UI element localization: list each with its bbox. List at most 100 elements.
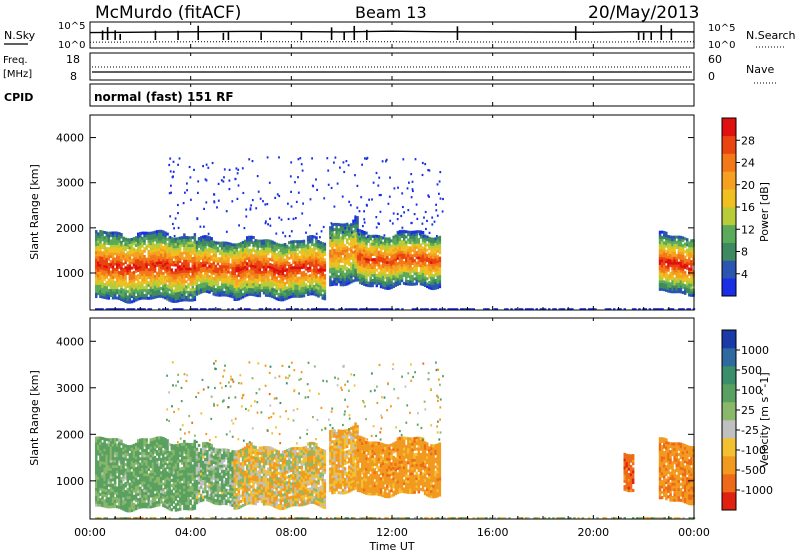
echo-cell xyxy=(191,251,194,255)
nsky-trace xyxy=(89,30,695,34)
echo-cell xyxy=(273,257,276,261)
echo-cell xyxy=(415,261,418,265)
echo-cell xyxy=(354,265,357,269)
echo-cell xyxy=(204,245,207,249)
echo-cell xyxy=(252,246,255,250)
echo-cell xyxy=(426,253,429,257)
echo-cell xyxy=(402,237,406,241)
echo-cell xyxy=(206,243,209,247)
echo-cell xyxy=(229,276,232,280)
echo-cell xyxy=(143,296,146,300)
echo-cell xyxy=(99,455,102,459)
echo-groundscatter xyxy=(594,308,597,311)
echo-cell xyxy=(271,243,274,247)
echo-point xyxy=(309,224,311,227)
echo-cell xyxy=(283,289,287,293)
echo-groundscatter xyxy=(587,308,591,311)
echo-cell xyxy=(130,271,134,275)
echo-cell xyxy=(193,277,197,281)
echo-cell xyxy=(118,273,121,277)
echo-cell xyxy=(658,243,662,247)
echo-cell xyxy=(107,478,111,482)
echo-cell xyxy=(141,462,144,466)
echo-cell xyxy=(285,286,289,290)
echo-cell xyxy=(128,461,132,465)
echo-cell xyxy=(304,285,308,289)
echo-cell xyxy=(212,243,215,247)
echo-cell xyxy=(99,282,102,285)
echo-cell xyxy=(323,273,327,277)
echo-point xyxy=(276,193,279,196)
echo-cell xyxy=(172,276,176,280)
echo-cell xyxy=(191,246,194,250)
echo-cell xyxy=(105,491,108,495)
nave-label: Nave xyxy=(746,63,774,76)
echo-cell xyxy=(405,245,408,249)
echo-cell xyxy=(384,242,387,246)
echo-cell xyxy=(149,244,153,248)
echo-cell xyxy=(405,235,408,239)
echo-cell xyxy=(277,243,280,247)
echo-cell xyxy=(260,265,264,269)
echo-cell xyxy=(174,276,178,280)
echo-cell xyxy=(341,278,345,282)
echo-cell xyxy=(178,252,182,256)
echo-cell xyxy=(277,269,280,273)
echo-point xyxy=(322,225,325,229)
echo-cell xyxy=(686,274,689,278)
echo-cell xyxy=(193,287,197,291)
echo-cell xyxy=(231,282,234,286)
echo-cell xyxy=(402,271,406,275)
echo-cell xyxy=(384,258,387,261)
echo-cell xyxy=(116,286,119,290)
echo-cell xyxy=(658,254,662,258)
echo-cell xyxy=(214,267,218,271)
echo-groundscatter xyxy=(311,308,314,311)
echo-cell xyxy=(132,291,136,295)
echo-cell xyxy=(143,456,146,460)
echo-cell xyxy=(126,266,129,270)
echo-cell xyxy=(145,473,148,477)
echo-cell xyxy=(258,289,262,292)
echo-cell xyxy=(141,275,144,279)
echo-cell xyxy=(339,246,343,250)
echo-cell xyxy=(109,234,113,238)
echo-cell xyxy=(369,268,372,272)
echo-cell xyxy=(103,456,106,460)
echo-cell xyxy=(660,287,664,291)
echo-cell xyxy=(155,295,159,299)
echo-cell xyxy=(279,277,283,281)
echo-cell xyxy=(241,282,245,286)
echo-cell xyxy=(103,445,106,449)
echo-cell xyxy=(116,497,119,501)
echo-cell xyxy=(199,238,203,242)
echo-cell xyxy=(143,231,146,235)
echo-cell xyxy=(151,502,155,506)
echo-cell xyxy=(673,256,676,260)
echo-cell xyxy=(134,448,138,452)
echo-cell xyxy=(220,257,224,261)
echo-cell xyxy=(428,242,431,245)
echo-cell xyxy=(304,257,308,261)
echo-cell xyxy=(288,288,291,291)
echo-cell xyxy=(185,251,188,255)
echo-cell xyxy=(665,236,668,240)
echo-cell xyxy=(206,287,209,291)
echo-cell xyxy=(153,261,157,265)
echo-cell xyxy=(229,281,232,285)
echo-cell xyxy=(358,237,362,240)
echo-cell xyxy=(122,280,125,284)
echo-cell xyxy=(281,243,285,247)
echo-groundscatter xyxy=(520,308,524,311)
echo-point xyxy=(288,235,291,238)
echo-cell xyxy=(246,257,249,260)
echo-cell xyxy=(423,273,427,277)
echo-cell xyxy=(143,454,146,458)
echo-cell xyxy=(683,245,687,249)
echo-cell xyxy=(208,243,211,247)
echo-cell xyxy=(149,286,153,290)
echo-cell xyxy=(405,266,408,270)
echo-cell xyxy=(145,449,148,453)
echo-cell xyxy=(111,454,115,458)
echo-cell xyxy=(681,275,685,279)
